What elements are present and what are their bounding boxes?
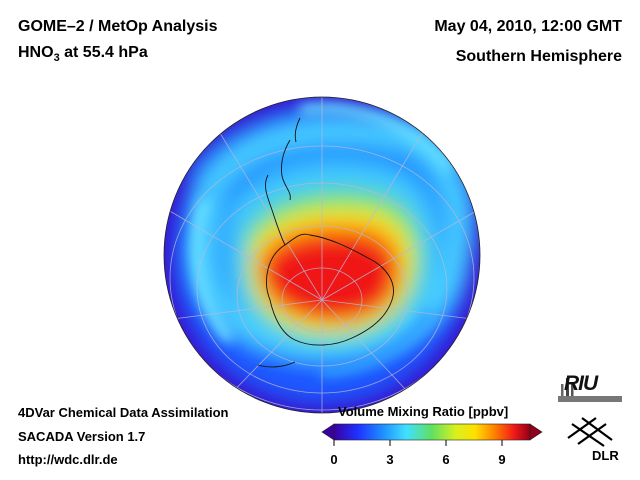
riu-logo-bar	[558, 396, 622, 402]
riu-logo-mark	[561, 378, 574, 400]
colorbar-ticks	[333, 440, 503, 446]
graticule	[164, 97, 480, 413]
colorbar-tick-label: 3	[386, 452, 394, 467]
footer-method: 4DVar Chemical Data Assimilation	[18, 405, 229, 420]
dlr-logo-text: DLR	[592, 448, 619, 463]
colorbar-tick-label: 9	[498, 452, 506, 467]
globe	[164, 97, 480, 413]
dlr-logo-mark	[567, 417, 613, 447]
colorbar-title: Volume Mixing Ratio [ppbv]	[338, 404, 509, 419]
colorbar-gradient	[333, 423, 531, 441]
species-subscript: 3	[53, 52, 60, 65]
map-subtitle: HNO3 at 55.4 hPa	[18, 44, 148, 64]
riu-logo-text: RIU	[564, 372, 598, 395]
colorbar-low-arrow	[321, 423, 335, 441]
colorbar-tick-label: 6	[442, 452, 450, 467]
date-label: May 04, 2010, 12:00 GMT	[434, 18, 622, 35]
globe-outline	[163, 96, 481, 414]
colorbar-high-arrow	[529, 423, 543, 441]
footer-url: http://wdc.dlr.de	[18, 452, 118, 467]
pressure-level: at 55.4 hPa	[59, 44, 148, 61]
map-title: GOME–2 / MetOp Analysis	[18, 18, 218, 35]
hemisphere-label: Southern Hemisphere	[455, 48, 622, 65]
colorbar	[321, 423, 543, 446]
footer-version: SACADA Version 1.7	[18, 429, 146, 444]
species-prefix: HNO	[18, 44, 54, 61]
colorbar-tick-label: 0	[330, 452, 338, 467]
coastlines	[257, 117, 394, 368]
